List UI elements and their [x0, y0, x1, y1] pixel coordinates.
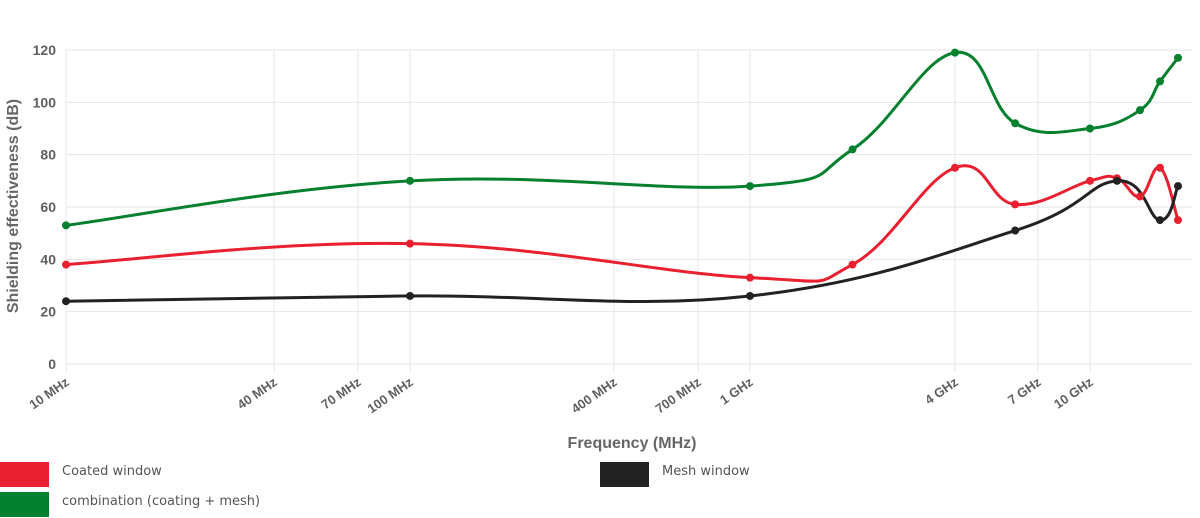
legend-swatch — [600, 462, 649, 487]
data-point[interactable] — [1156, 163, 1164, 172]
data-point[interactable] — [848, 260, 857, 269]
data-point[interactable] — [62, 297, 70, 306]
data-point[interactable] — [746, 273, 754, 282]
data-point[interactable] — [951, 163, 959, 172]
x-tick-label: 70 MHz — [318, 374, 364, 412]
data-point[interactable] — [848, 145, 857, 154]
grid — [65, 49, 1193, 372]
x-tick-label: 40 MHz — [234, 374, 280, 412]
legend-item[interactable]: combination (coating + mesh) — [0, 492, 260, 517]
y-tick-label: 120 — [33, 42, 57, 58]
data-point[interactable] — [1086, 176, 1094, 185]
x-tick-label: 100 MHz — [364, 374, 416, 416]
data-point[interactable] — [746, 291, 754, 300]
legend-label: Mesh window — [662, 464, 750, 479]
legend-item[interactable]: Coated window — [0, 462, 162, 487]
series-line-1 — [64, 179, 1180, 304]
data-point[interactable] — [746, 182, 754, 191]
x-tick-label: 700 MHz — [652, 374, 704, 416]
data-point[interactable] — [1011, 226, 1020, 235]
data-point[interactable] — [406, 239, 414, 248]
y-tick-label: 100 — [33, 94, 57, 110]
legend-swatch — [0, 462, 49, 487]
data-point[interactable] — [62, 221, 70, 230]
data-point[interactable] — [951, 48, 959, 57]
data-point[interactable] — [1174, 182, 1182, 191]
y-axis-title: Shielding effectiveness (dB) — [5, 99, 22, 313]
y-tick-label: 80 — [40, 147, 56, 163]
legend-item[interactable]: Mesh window — [600, 462, 750, 487]
x-tick-label: 400 MHz — [568, 374, 620, 416]
x-tick-label: 1 GHz — [717, 374, 756, 408]
data-point[interactable] — [1086, 124, 1094, 133]
data-point[interactable] — [1113, 176, 1121, 185]
x-axis-ticks: 10 MHz 40 MHz 70 MHz 100 MHz 400 MHz 700 MHz 1… — [26, 374, 1096, 416]
series-line-0 — [64, 164, 1180, 283]
legend: Coated window Mesh window combination (coa… — [0, 462, 750, 517]
legend-label: Coated window — [62, 464, 162, 479]
y-axis-ticks: 0 20 40 60 80 100 120 — [33, 42, 57, 372]
y-tick-label: 40 — [40, 251, 56, 267]
x-tick-label: 7 GHz — [1005, 374, 1044, 408]
y-tick-label: 20 — [40, 304, 56, 320]
x-tick-label: 4 GHz — [922, 374, 961, 408]
x-tick-label: 10 GHz — [1051, 374, 1096, 412]
data-point[interactable] — [1011, 119, 1020, 128]
data-point[interactable] — [1174, 53, 1182, 62]
y-tick-label: 0 — [48, 356, 56, 372]
y-tick-label: 60 — [40, 199, 56, 215]
data-point[interactable] — [1156, 216, 1164, 225]
series-points — [62, 48, 1182, 306]
data-point[interactable] — [1156, 77, 1164, 86]
data-point[interactable] — [1136, 192, 1144, 201]
data-point[interactable] — [1136, 106, 1144, 115]
series-lines — [64, 51, 1180, 304]
legend-swatch — [0, 492, 49, 517]
legend-label: combination (coating + mesh) — [62, 494, 260, 509]
series-line-2 — [64, 51, 1180, 227]
data-point[interactable] — [406, 291, 414, 300]
x-tick-label: 10 MHz — [26, 374, 72, 412]
data-point[interactable] — [1011, 200, 1020, 209]
data-point[interactable] — [406, 176, 414, 185]
x-axis-title: Frequency (MHz) — [568, 435, 697, 452]
data-point[interactable] — [1174, 216, 1182, 225]
data-point[interactable] — [62, 260, 70, 269]
